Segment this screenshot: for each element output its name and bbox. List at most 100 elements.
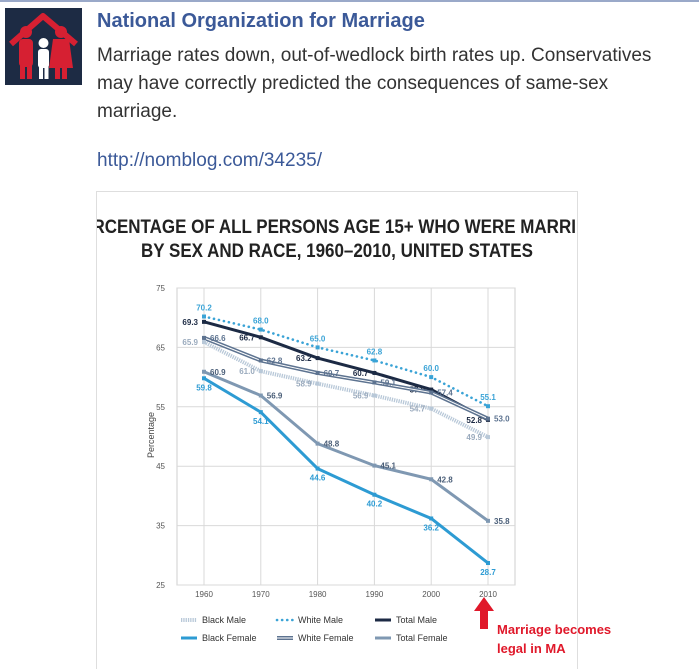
data-point-white-female xyxy=(202,335,206,340)
data-label-black-female: 28.7 xyxy=(480,568,496,577)
legend-item-black-male: Black Male xyxy=(181,615,246,625)
legend-label: Total Male xyxy=(396,615,437,625)
data-label-black-male: 56.9 xyxy=(353,392,369,401)
data-point-white-female xyxy=(315,370,320,375)
data-label-black-female: 54.1 xyxy=(253,417,269,426)
data-label-black-male: 65.9 xyxy=(182,338,198,347)
data-point-total-female xyxy=(429,477,434,482)
data-label-total-male: 69.3 xyxy=(182,318,198,327)
page-avatar[interactable] xyxy=(5,8,82,85)
data-point-white-male xyxy=(429,375,434,380)
legend-item-total-male: Total Male xyxy=(375,615,437,625)
y-tick-label: 75 xyxy=(156,284,165,293)
legend-item-black-female: Black Female xyxy=(181,633,257,643)
plot-frame xyxy=(176,287,516,586)
x-tick-label: 2000 xyxy=(422,590,440,599)
data-label-white-female: 57.4 xyxy=(437,389,453,398)
data-point-black-male xyxy=(486,435,490,440)
annotation-line1: Marriage becomes xyxy=(497,622,612,637)
family-house-icon xyxy=(5,8,82,85)
data-label-total-male: 66.7 xyxy=(239,333,255,342)
data-label-black-male: 58.9 xyxy=(296,380,312,389)
red-arrow-icon xyxy=(474,597,494,629)
data-label-black-female: 59.8 xyxy=(196,383,212,392)
data-label-total-male: 52.8 xyxy=(466,416,482,425)
data-point-total-female xyxy=(202,369,206,374)
legend-label: Black Male xyxy=(202,615,246,625)
data-label-black-female: 40.2 xyxy=(367,500,383,509)
data-label-white-female: 59.1 xyxy=(380,378,396,387)
page-name-link[interactable]: National Organization for Marriage xyxy=(97,10,425,32)
data-point-total-female xyxy=(486,518,490,523)
data-point-black-female xyxy=(202,376,206,381)
data-point-black-male xyxy=(372,393,377,398)
data-label-white-male: 65.0 xyxy=(310,334,326,343)
data-point-white-male xyxy=(486,404,490,409)
data-point-white-female xyxy=(258,358,263,363)
y-axis-label: Percentage xyxy=(146,412,156,458)
legend-label: Black Female xyxy=(202,633,257,643)
x-tick-label: 1990 xyxy=(366,590,384,599)
data-point-black-female xyxy=(258,410,263,415)
chart-legend: Black Male White Male Total Male Black Fema… xyxy=(181,615,448,643)
post-link[interactable]: http://nomblog.com/34235/ xyxy=(97,150,322,171)
series-line-total-female xyxy=(203,370,489,523)
data-point-black-female xyxy=(486,561,490,566)
data-point-total-female xyxy=(315,441,320,446)
data-point-total-male xyxy=(315,356,320,361)
legend-item-white-female: White Female xyxy=(277,633,354,643)
data-label-white-female: 62.8 xyxy=(267,356,283,365)
data-point-black-male xyxy=(202,340,206,345)
data-label-white-male: 62.8 xyxy=(367,347,383,356)
marriage-legal-annotation: Marriage becomes legal in MA xyxy=(497,620,637,658)
legend-item-total-female: Total Female xyxy=(375,633,448,643)
y-tick-label: 65 xyxy=(156,343,165,352)
data-label-total-female: 60.9 xyxy=(210,368,226,377)
top-divider xyxy=(0,0,699,2)
data-label-white-male: 68.0 xyxy=(253,317,269,326)
data-label-black-female: 36.2 xyxy=(423,523,439,532)
y-tick-label: 35 xyxy=(156,522,165,531)
data-label-black-male: 61.0 xyxy=(239,367,255,376)
data-point-white-male xyxy=(372,358,377,363)
data-label-white-female: 66.6 xyxy=(210,334,226,343)
legend-label: Total Female xyxy=(396,633,448,643)
chart-image[interactable]: PERCENTAGE OF ALL PERSONS AGE 15+ WHO WE… xyxy=(96,191,578,669)
data-label-white-male: 55.1 xyxy=(480,393,496,402)
legend-item-white-male: White Male xyxy=(275,615,343,625)
x-tick-label: 1970 xyxy=(252,590,270,599)
data-label-total-male: 60.7 xyxy=(353,369,369,378)
data-point-total-female xyxy=(258,393,263,398)
plot-area: 25 35 45 55 65 75 1960 1970 1980 1990 2000 2010 70.2… xyxy=(156,284,516,599)
data-point-black-female xyxy=(315,466,320,471)
x-tick-label: 2010 xyxy=(479,590,497,599)
data-label-total-female: 45.1 xyxy=(380,462,396,471)
data-label-total-female: 35.8 xyxy=(494,517,510,526)
data-point-total-male xyxy=(258,335,263,340)
series-line-total-male xyxy=(203,320,489,422)
y-tick-label: 55 xyxy=(156,403,165,412)
data-label-white-male: 70.2 xyxy=(196,304,212,313)
data-label-total-female: 48.8 xyxy=(324,440,340,449)
legend-label: White Female xyxy=(298,633,354,643)
data-point-total-male xyxy=(202,319,206,324)
chart-title-line2: BY SEX AND RACE, 1960–2010, UNITED STATE… xyxy=(141,239,533,261)
data-point-white-female xyxy=(429,390,434,395)
legend-label: White Male xyxy=(298,615,343,625)
series-line-black-male xyxy=(203,340,489,439)
data-label-total-female: 56.9 xyxy=(267,392,283,401)
data-point-white-male xyxy=(315,345,320,350)
x-tick-label: 1960 xyxy=(195,590,213,599)
series-line-white-male xyxy=(202,315,490,408)
data-point-black-male xyxy=(258,369,263,374)
data-point-total-male xyxy=(429,387,434,392)
data-point-white-male xyxy=(258,327,263,332)
data-label-white-female: 60.7 xyxy=(324,369,340,378)
data-point-white-male xyxy=(202,314,206,319)
chart-title-line1: PERCENTAGE OF ALL PERSONS AGE 15+ WHO WE… xyxy=(97,215,577,237)
status-text: Marriage rates down, out-of-wedlock birt… xyxy=(97,45,652,122)
data-point-total-female xyxy=(372,463,377,468)
data-point-black-male xyxy=(315,381,320,386)
data-label-black-male: 54.7 xyxy=(410,405,426,414)
data-label-black-male: 49.9 xyxy=(466,433,482,442)
